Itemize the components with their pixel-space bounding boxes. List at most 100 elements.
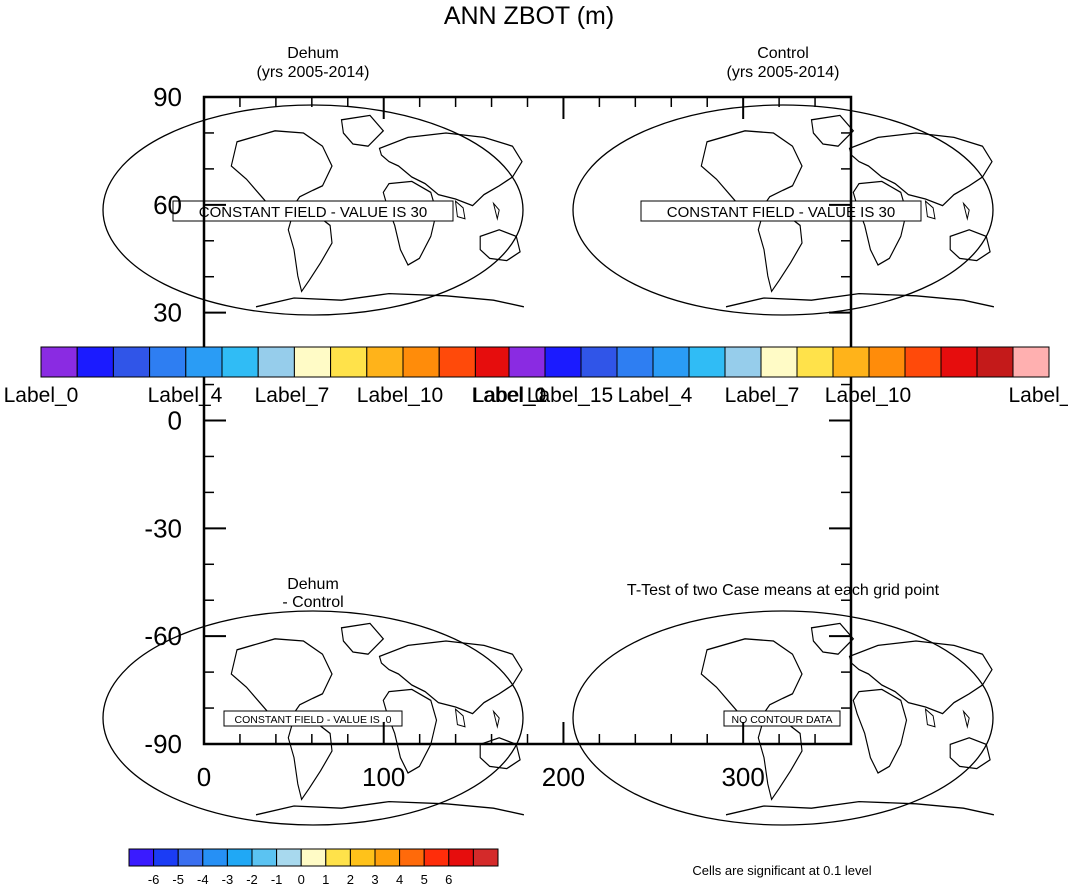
map-panel-control: Control (yrs 2005-2014) CONSTANT FIELD -… <box>572 45 995 316</box>
colorbar-label: Label_ <box>1008 384 1068 407</box>
colorbar-cell <box>402 346 440 378</box>
colorbar-tick-label: -4 <box>197 872 209 886</box>
colorbar-cell <box>251 848 278 867</box>
colorbar-cell <box>221 346 259 378</box>
colorbar-cell <box>293 346 332 378</box>
constant-field-box <box>223 710 403 727</box>
map-panel-dehum: Dehum (yrs 2005-2014) CONSTANT FIELD - V… <box>102 45 525 316</box>
colorbar-cell <box>257 346 295 378</box>
colorbar-cell <box>325 848 351 867</box>
colorbar-cell <box>472 848 499 867</box>
constant-field-box <box>172 200 454 222</box>
colorbar-cell <box>1012 346 1050 378</box>
colorbar-cell <box>76 346 114 378</box>
constant-field-label: CONSTANT FIELD - VALUE IS 30 <box>199 204 427 221</box>
colorbar-cell <box>153 848 179 867</box>
colorbar-cell <box>474 346 513 378</box>
colorbar-tick-label: 5 <box>421 872 428 886</box>
panel-title-line-1: Control <box>757 45 809 62</box>
x-tick-label: 100 <box>362 762 405 792</box>
y-tick-label: 30 <box>153 298 182 328</box>
colorbar-cell <box>438 346 476 378</box>
panel-title-line-1: T-Test of two Case means at each grid po… <box>627 582 940 599</box>
constant-field-label: CONSTANT FIELD - VALUE IS .0 <box>235 714 392 726</box>
colorbar-cell <box>760 346 798 378</box>
colorbar-tick-label: -5 <box>172 872 184 886</box>
y-tick-label: 90 <box>153 82 182 112</box>
colorbar-cell <box>652 346 690 378</box>
colorbar-cell <box>508 346 546 378</box>
colorbar-cell <box>149 346 187 378</box>
colorbar-cell <box>940 346 978 378</box>
colorbar-cell <box>448 848 474 867</box>
colorbar-tick-label: 0 <box>298 872 305 886</box>
colorbar-cell <box>112 346 151 378</box>
panel-title-line-2: (yrs 2005-2014) <box>257 64 370 81</box>
colorbar-tick-label: 4 <box>396 872 403 886</box>
colorbar-label: Label_7 <box>725 384 800 407</box>
y-tick-label: -30 <box>144 513 182 543</box>
colorbar-cell <box>976 346 1014 378</box>
colorbar-cell <box>616 346 654 378</box>
map-panel-ttest: T-Test of two Case means at each grid po… <box>572 582 995 826</box>
colorbar-cell <box>185 346 223 378</box>
x-tick-label: 200 <box>542 762 585 792</box>
no-contour-label: NO CONTOUR DATA <box>732 714 833 726</box>
colorbar-tick-label: 1 <box>322 872 329 886</box>
colorbar-cell <box>796 346 834 378</box>
colorbar-label: Label_10 <box>825 384 911 407</box>
significance-footnote: Cells are significant at 0.1 level <box>692 863 871 878</box>
colorbar-cell <box>423 848 450 867</box>
colorbar-cell <box>868 346 906 378</box>
colorbar-label: Label_4 <box>148 384 223 407</box>
colorbar-tick-label: 3 <box>371 872 378 886</box>
colorbar-label: Label_4 <box>618 384 693 407</box>
panel-title-line-2: (yrs 2005-2014) <box>727 64 840 81</box>
colorbar-cell <box>580 346 618 378</box>
panel-title-line-2: - Control <box>282 594 343 611</box>
colorbar-label: Label_15 <box>527 384 613 407</box>
colorbar-cell <box>300 848 327 867</box>
colorbar-cell <box>226 848 253 867</box>
chart-title: ANN ZBOT (m) <box>444 2 614 30</box>
constant-field-label: CONSTANT FIELD - VALUE IS 30 <box>667 204 895 221</box>
colorbar-cell <box>688 346 726 378</box>
colorbar-tick-label: -1 <box>271 872 283 886</box>
colorbar-cell <box>177 848 204 867</box>
colorbar-cell <box>904 346 942 378</box>
colorbar-cell <box>40 346 78 378</box>
y-tick-group: 90 60 30 0 -30 -60 -90 <box>144 82 851 759</box>
colorbar-cell <box>724 346 762 378</box>
colorbar-label: Label_7 <box>255 384 330 407</box>
colorbar-cell <box>399 848 425 867</box>
colorbar-label: Label_0 <box>4 384 79 407</box>
colorbar-tick-label: 6 <box>445 872 452 886</box>
colorbar-label: Label_10 <box>357 384 443 407</box>
colorbar-tick-label: -2 <box>246 872 258 886</box>
y-tick-label: 0 <box>168 406 182 436</box>
colorbar-tick-label: -6 <box>148 872 160 886</box>
colorbar-label: Label_0 <box>472 384 547 407</box>
colorbar-cell <box>544 346 582 378</box>
colorbar-bottom: -6 -5 -4 -3 -2 -1 0 1 2 3 4 5 6 <box>128 848 499 886</box>
colorbar-cell <box>366 346 404 378</box>
colorbar-cell <box>276 848 302 867</box>
no-data-box <box>723 710 841 727</box>
x-tick-label: 0 <box>197 762 211 792</box>
colorbar-tick-label: 2 <box>347 872 354 886</box>
panel-title-line-1: Dehum <box>287 576 339 593</box>
y-tick-label: -60 <box>144 621 182 651</box>
colorbar-cell <box>330 346 368 378</box>
colorbar-cell <box>128 848 155 867</box>
colorbar-label: Label_1 <box>473 384 548 407</box>
map-panel-difference: Dehum - Control CONSTANT FIELD - VALUE I… <box>102 576 525 826</box>
panel-title-line-1: Dehum <box>287 45 339 62</box>
colorbar-top-left: Label_0 Label_4 Label_7 Label_10 Label_1 <box>4 346 548 407</box>
y-tick-label: 60 <box>153 190 182 220</box>
colorbar-tick-label: -3 <box>222 872 234 886</box>
colorbar-cell <box>202 848 228 867</box>
colorbar-cell <box>349 848 376 867</box>
